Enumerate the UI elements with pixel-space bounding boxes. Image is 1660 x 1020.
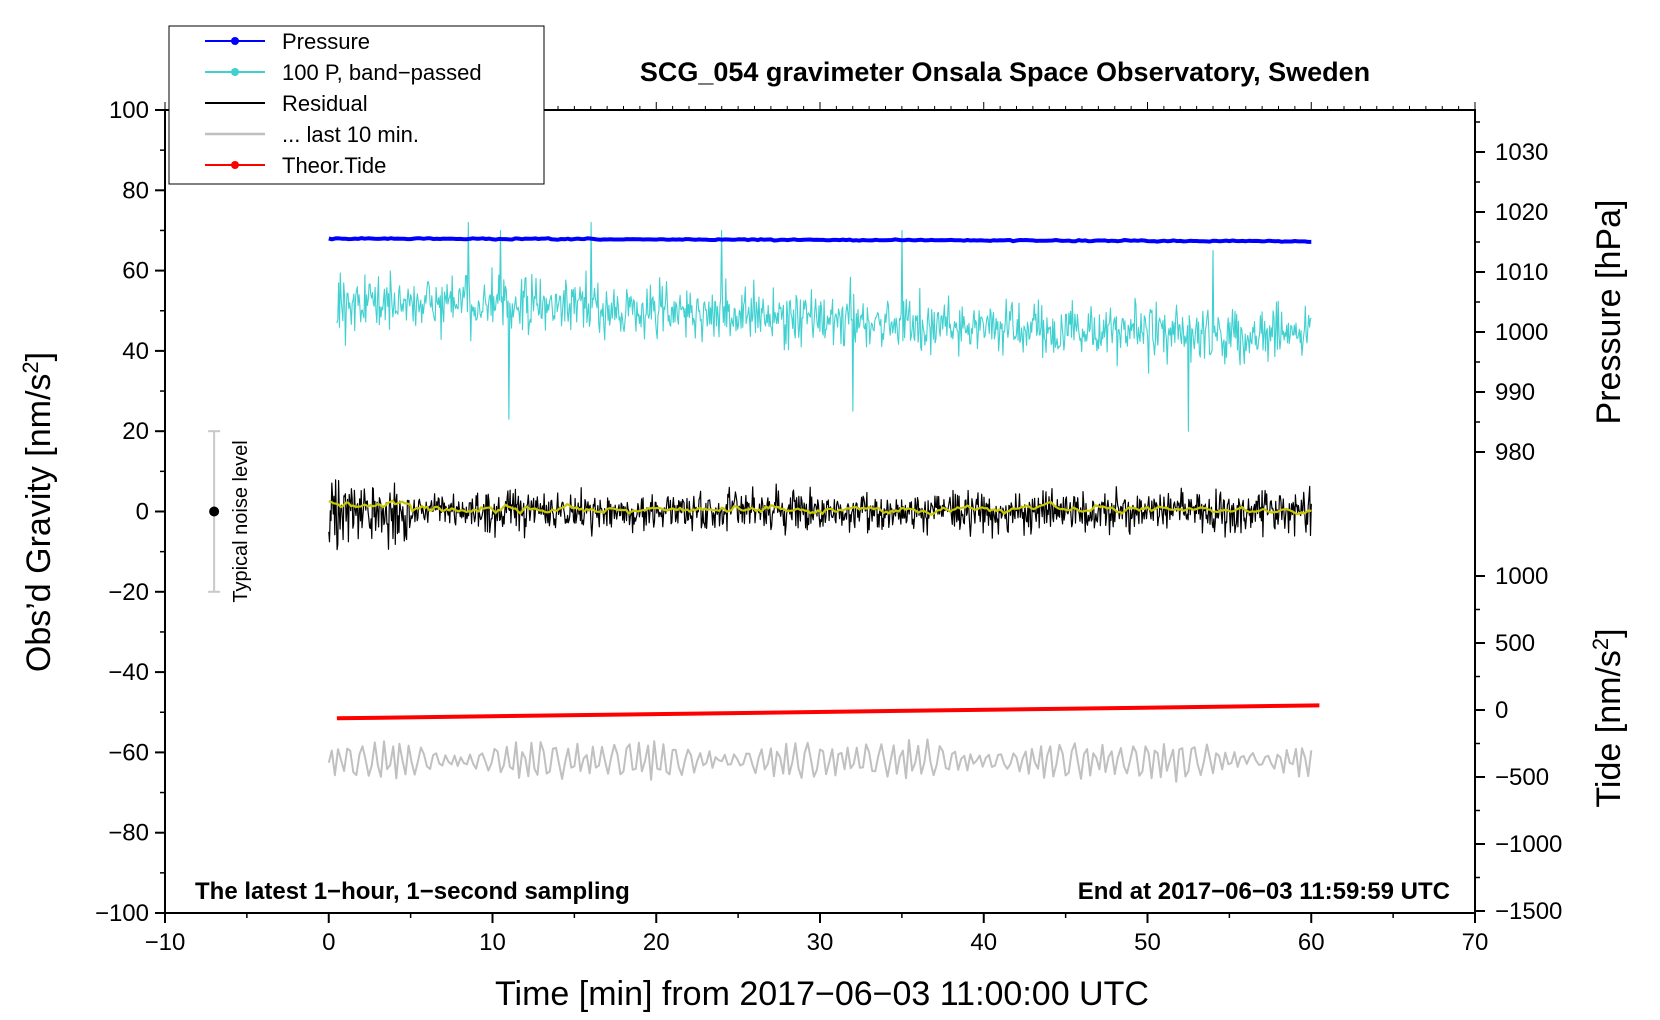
y-tick-label: 100 — [109, 97, 149, 124]
legend-label: 100 P, band−passed — [282, 60, 482, 85]
pressure-tick-label: 1030 — [1495, 139, 1548, 166]
annotation-right: End at 2017−06−03 11:59:59 UTC — [1078, 878, 1450, 905]
y-axis-label-gravity-close: ] — [20, 352, 58, 361]
tide-tick-label: −1000 — [1495, 831, 1562, 858]
y-tick-label: −80 — [108, 820, 149, 847]
noise-label: Typical noise level — [230, 440, 252, 602]
y-axis-label-gravity-sup: 2 — [18, 361, 43, 373]
annotation-left: The latest 1−hour, 1−second sampling — [195, 878, 630, 905]
series-pressure — [328, 236, 1312, 244]
legend-marker — [231, 68, 239, 76]
series-residual — [328, 479, 1312, 551]
legend-box — [168, 25, 545, 185]
x-tick-label: 60 — [1298, 929, 1325, 956]
y-tick-label: −20 — [108, 579, 149, 606]
legend-marker — [231, 37, 239, 45]
y-tick-label: 60 — [122, 258, 149, 285]
noise-indicator: Typical noise level — [208, 430, 252, 603]
y-axis-label-pressure: Pressure [hPa] — [1590, 200, 1628, 425]
x-tick-label: 20 — [643, 929, 670, 956]
x-tick-label: 30 — [807, 929, 834, 956]
tide-tick-label: 0 — [1495, 697, 1508, 724]
series-last-10-min — [327, 738, 1313, 783]
tide-tick-label: 1000 — [1495, 563, 1548, 590]
chart-title: SCG_054 gravimeter Onsala Space Observat… — [640, 57, 1370, 87]
x-tick-label: 10 — [479, 929, 506, 956]
y-tick-label: 40 — [122, 338, 149, 365]
x-tick-label: 50 — [1134, 929, 1161, 956]
y-axis-label-tide-sup: 2 — [1588, 638, 1613, 650]
pressure-tick-label: 1000 — [1495, 319, 1548, 346]
y-tick-label: 80 — [122, 177, 149, 204]
y-tick-label: −100 — [95, 900, 149, 927]
y-axis-label-tide-close: ] — [1590, 628, 1628, 637]
pressure-tick-label: 980 — [1495, 439, 1535, 466]
y-axis-label-gravity-text: Obs’d Gravity [nm/s — [20, 374, 58, 673]
series-layer — [327, 221, 1320, 783]
time-axis: −10 0 10 20 30 40 50 60 70 — [145, 913, 1489, 956]
x-tick-label: 40 — [970, 929, 997, 956]
y-tick-label: 20 — [122, 418, 149, 445]
x-axis-label: Time [min] from 2017−06−03 11:00:00 UTC — [495, 975, 1149, 1013]
pressure-tick-label: 1010 — [1495, 259, 1548, 286]
series-band-passed-pressure — [336, 221, 1312, 432]
legend-label: Residual — [282, 91, 368, 116]
y-tick-label: 0 — [136, 499, 149, 526]
x-tick-label: 0 — [322, 929, 335, 956]
legend-marker — [231, 161, 239, 169]
legend-label: ... last 10 min. — [282, 122, 419, 147]
y-tick-label: −40 — [108, 659, 149, 686]
x-tick-label: −10 — [145, 929, 186, 956]
secondary-axes: 1030 1020 1010 1000 990 980 1000 500 0 −500 −1000 −… — [1475, 121, 1562, 925]
series-residual-smoothed — [328, 499, 1312, 516]
y-axis-label-tide: Tide [nm/s2] — [1588, 628, 1629, 807]
legend: Pressure 100 P, band−passed Residual ... la… — [168, 25, 545, 185]
y-axis-label-tide-text: Tide [nm/s — [1590, 650, 1628, 807]
tide-tick-label: −1500 — [1495, 898, 1562, 925]
x-tick-label: 70 — [1462, 929, 1489, 956]
tide-tick-label: −500 — [1495, 764, 1549, 791]
pressure-tick-label: 1020 — [1495, 199, 1548, 226]
legend-label: Theor.Tide — [282, 153, 386, 178]
noise-dot — [209, 506, 220, 517]
legend-label: Pressure — [282, 29, 370, 54]
series-theor-tide — [336, 703, 1320, 721]
y-tick-label: −60 — [108, 739, 149, 766]
y-axis-label-gravity: Obs’d Gravity [nm/s2] — [18, 352, 59, 672]
gravity-axis: 100 80 60 40 20 0 −20 −40 −60 −80 −100 — [95, 97, 165, 927]
tide-tick-label: 500 — [1495, 630, 1535, 657]
pressure-tick-label: 990 — [1495, 379, 1535, 406]
